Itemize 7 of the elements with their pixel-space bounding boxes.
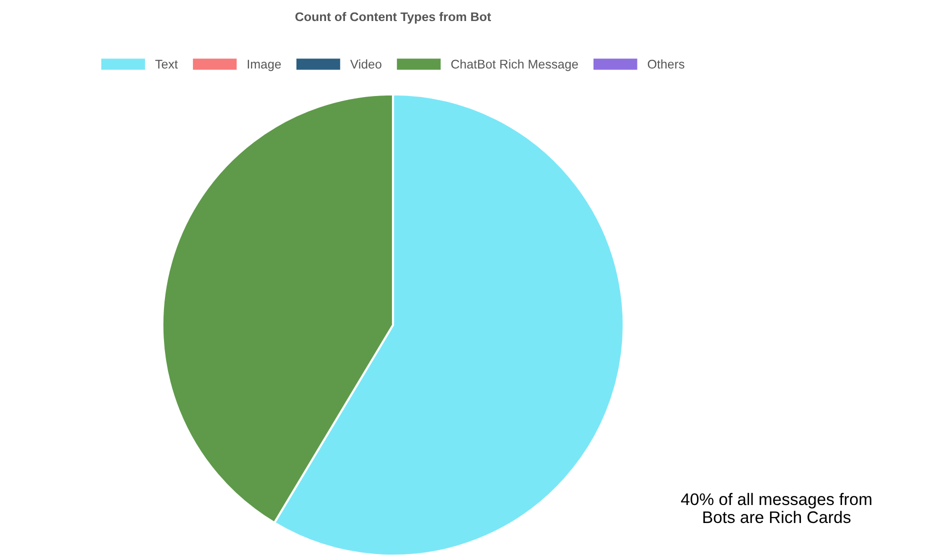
legend-label: Image — [248, 60, 281, 72]
legend-label: Text — [155, 60, 178, 69]
text: 40% of all messages from Bots are Rich Cards — [681, 492, 872, 524]
legend-label: ChatBot Rich Message — [451, 59, 578, 72]
legend-label: Video — [350, 59, 382, 69]
chart-title: Count of Content Types from Bot — [295, 12, 491, 24]
legend-label: Others — [648, 59, 684, 69]
